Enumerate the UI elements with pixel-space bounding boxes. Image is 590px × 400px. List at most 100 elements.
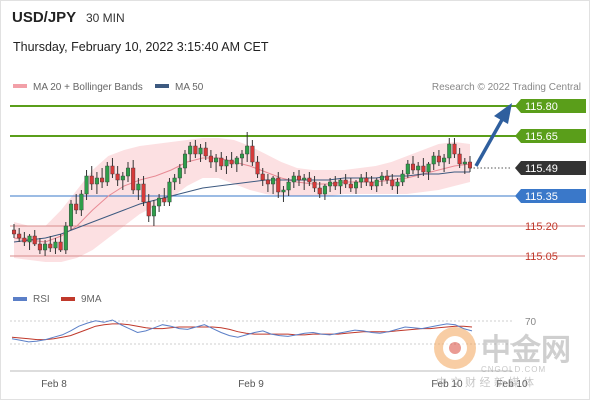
- candle-body: [172, 177, 177, 183]
- watermark-slogan: 中 文 财 经 新 媒 体: [436, 375, 534, 389]
- level-label-115-80: 115.80: [525, 101, 558, 113]
- timestamp-label: Thursday, February 10, 2022 3:15:40 AM C…: [13, 40, 269, 54]
- rsi-panel: [10, 319, 512, 345]
- rsi-legend: RSI 9MA: [13, 294, 102, 305]
- candle-body: [400, 173, 405, 183]
- candle-body: [157, 197, 162, 207]
- candle-body: [281, 189, 286, 193]
- candle-body: [79, 193, 84, 211]
- candle-body: [255, 161, 260, 175]
- ma50-line: [13, 171, 470, 243]
- candle-body: [162, 197, 167, 203]
- instrument-symbol: USD/JPY: [12, 9, 77, 26]
- watermark: 中金网 CNGOLD.COM 中 文 财 经 新 媒 体: [434, 327, 571, 389]
- candle-body: [442, 157, 447, 163]
- candle-body: [63, 225, 68, 251]
- forecast-arrow: [474, 103, 512, 167]
- x-tick-feb8: Feb 8: [41, 379, 67, 390]
- candle-body: [317, 187, 322, 195]
- forecast-arrow-shaft: [474, 117, 505, 167]
- candle-body: [467, 161, 473, 169]
- candle-body: [359, 177, 364, 183]
- candle-body: [224, 159, 229, 167]
- candle-body: [385, 175, 390, 181]
- candle-body: [436, 155, 441, 163]
- level-label-115-20: 115.20: [525, 221, 558, 233]
- candle-body: [405, 163, 410, 175]
- candle-body: [177, 167, 182, 179]
- level-labels: 115.80 115.65 115.49 115.35 115.20 115.05: [515, 99, 586, 263]
- candle-body: [271, 177, 276, 185]
- candle-body: [426, 163, 431, 173]
- candle-body: [239, 153, 245, 159]
- candle-body: [234, 157, 239, 165]
- candle-body: [131, 167, 136, 191]
- candle-body: [447, 143, 452, 159]
- candle-body: [146, 201, 151, 217]
- candle-body: [188, 145, 193, 155]
- candle-body: [53, 241, 58, 249]
- legend-swatch-rsi-ma: [61, 297, 75, 301]
- legend-swatch-ma20: [13, 84, 27, 88]
- candle-body: [22, 237, 27, 243]
- candle-body: [364, 177, 369, 183]
- candle-body: [136, 183, 141, 191]
- candle-body: [322, 185, 327, 195]
- legend-label-ma20: MA 20 + Bollinger Bands: [33, 82, 143, 93]
- candle-body: [125, 167, 131, 177]
- candle-body: [37, 243, 42, 251]
- level-tag-115-65: [515, 129, 586, 143]
- legend-label-rsi-ma: 9MA: [81, 294, 102, 305]
- candle-body: [312, 181, 317, 189]
- level-label-115-05: 115.05: [525, 251, 558, 263]
- candle-body: [328, 181, 333, 187]
- candle-body: [193, 145, 198, 155]
- candle-body: [410, 163, 416, 171]
- candle-body: [302, 177, 307, 181]
- candle-body: [27, 235, 32, 243]
- research-credit: Research © 2022 Trading Central: [432, 82, 581, 93]
- candle-body: [68, 203, 74, 227]
- watermark-logo-core: [449, 342, 461, 354]
- candle-body: [229, 159, 234, 165]
- candle-body: [462, 161, 467, 165]
- candle-body: [58, 241, 63, 251]
- watermark-domain: CNGOLD.COM: [481, 365, 546, 374]
- candle-body: [353, 181, 359, 189]
- candle-body: [452, 143, 457, 155]
- candle-body: [84, 175, 89, 195]
- legend-swatch-rsi: [13, 297, 27, 301]
- legend-label-rsi: RSI: [33, 294, 50, 305]
- level-tag-115-49: [515, 161, 586, 175]
- candle-body: [48, 243, 53, 249]
- candle-body: [421, 165, 426, 173]
- candle-body: [214, 157, 219, 163]
- legend-label-ma50: MA 50: [175, 82, 204, 93]
- candle-body: [286, 181, 291, 191]
- candle-body: [141, 183, 146, 203]
- candle-body: [120, 175, 125, 181]
- candle-body: [219, 157, 224, 167]
- candle-body: [182, 153, 188, 169]
- price-levels: [10, 105, 585, 257]
- level-label-115-49: 115.49: [525, 163, 558, 175]
- candle-body: [167, 181, 172, 203]
- candle-body: [17, 233, 22, 239]
- candle-body: [198, 147, 203, 155]
- legend-swatch-ma50: [155, 84, 169, 88]
- candle-body: [395, 181, 400, 187]
- candle-body: [291, 175, 296, 183]
- candle-body: [374, 179, 379, 187]
- candle-body: [110, 165, 115, 175]
- candle-body: [105, 165, 110, 183]
- timeframe-label: 30 MIN: [86, 11, 125, 25]
- x-tick-feb10-second: Feb 10: [496, 379, 528, 390]
- rsi-line: [11, 319, 473, 343]
- candle-body: [208, 155, 213, 163]
- rsi-ma-line: [11, 323, 473, 341]
- candle-body: [11, 229, 17, 235]
- rsi-level-70: 70: [525, 317, 537, 328]
- legend: MA 20 + Bollinger Bands MA 50 Research ©…: [13, 82, 581, 93]
- candle-body: [379, 175, 384, 181]
- candle-body: [151, 205, 156, 217]
